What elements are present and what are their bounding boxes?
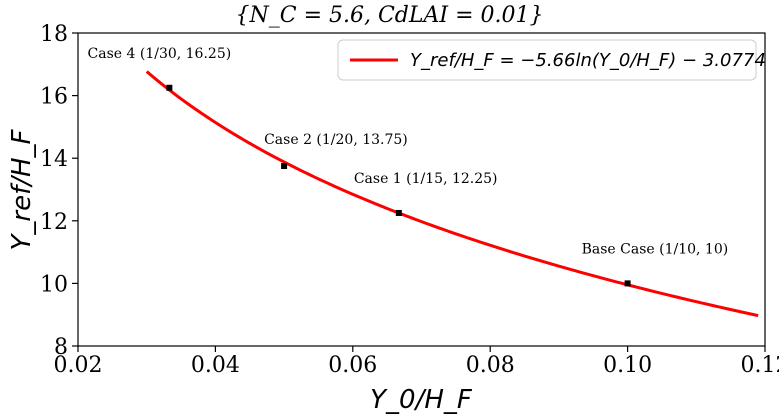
chart-title: {N_C = 5.6, CdLAI = 0.01}	[236, 3, 544, 28]
y-tick-label: 18	[40, 22, 68, 47]
plot-frame	[77, 32, 766, 347]
x-tick-label: 0.04	[191, 353, 240, 378]
point-annotation: Case 1 (1/15, 12.25)	[354, 171, 498, 187]
x-axis: 0.02 0.04 0.06 0.08 0.10 0.12	[54, 346, 779, 378]
data-point	[395, 209, 402, 216]
y-axis-title: Y_ref/H_F	[7, 128, 37, 250]
point-annotation: Case 2 (1/20, 13.75)	[264, 132, 408, 148]
fit-curve	[145, 70, 759, 318]
x-tick-label: 0.12	[741, 353, 779, 378]
y-tick-label: 16	[40, 85, 68, 110]
x-axis-title: Y_0/H_F	[370, 385, 473, 415]
data-point	[281, 163, 288, 170]
x-tick-label: 0.02	[54, 353, 103, 378]
data-point	[166, 84, 173, 91]
x-tick-label: 0.10	[603, 353, 652, 378]
y-tick-label: 14	[40, 147, 68, 172]
y-tick-label: 8	[54, 335, 68, 360]
x-tick-label: 0.08	[466, 353, 515, 378]
legend-box	[337, 39, 757, 81]
legend: Y_ref/H_F = −5.66ln(Y_0/H_F) − 3.0774	[337, 39, 766, 81]
data-points: Case 4 (1/30, 16.25) Case 2 (1/20, 13.75)…	[88, 46, 729, 287]
data-point	[624, 280, 631, 287]
point-annotation: Case 4 (1/30, 16.25)	[88, 46, 232, 62]
y-tick-label: 10	[40, 272, 68, 297]
point-annotation: Base Case (1/10, 10)	[582, 241, 729, 257]
y-tick-label: 12	[40, 210, 68, 235]
legend-label: Y_ref/H_F = −5.66ln(Y_0/H_F) − 3.0774	[410, 50, 766, 71]
y-axis: 8 10 12 14 16 18	[40, 22, 78, 360]
x-tick-label: 0.06	[328, 353, 377, 378]
